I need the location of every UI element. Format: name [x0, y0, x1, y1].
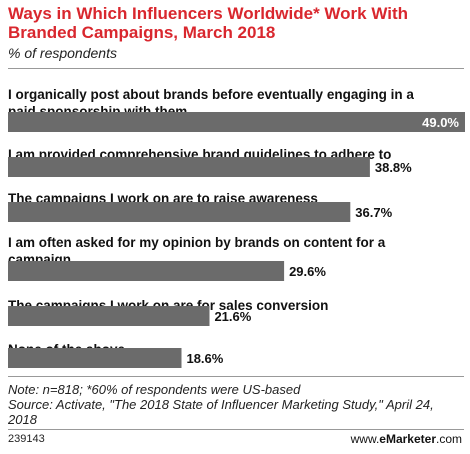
- chart-subtitle: % of respondents: [8, 45, 117, 61]
- bar-value-label: 36.7%: [355, 205, 392, 220]
- bar-value-label: 18.6%: [186, 351, 223, 366]
- bar: [8, 261, 285, 281]
- bar-value-label: 21.6%: [214, 309, 251, 324]
- top-divider: [8, 68, 464, 69]
- bar: [8, 306, 210, 326]
- category-label: I am often asked for my opinion by brand…: [8, 235, 386, 250]
- bar: [8, 157, 370, 177]
- bar-value-label: 38.8%: [375, 160, 412, 175]
- bar: [8, 202, 351, 222]
- bar: [8, 348, 182, 368]
- emarketer-logo: www.eMarketer.com: [350, 432, 462, 446]
- chart-footnote: Note: n=818; *60% of respondents were US…: [8, 382, 463, 427]
- bar: [8, 112, 465, 132]
- note-text: Note: n=818; *60% of respondents were US…: [8, 382, 301, 397]
- chart-title: Ways in Which Influencers Worldwide* Wor…: [8, 4, 409, 42]
- bar-value-label: 49.0%: [422, 115, 459, 130]
- bar-chart: I organically post about brands before e…: [8, 87, 465, 368]
- source-text: Source: Activate, "The 2018 State of Inf…: [8, 397, 434, 427]
- footer-divider: [8, 429, 464, 430]
- chart-id: 239143: [8, 433, 45, 445]
- bar-value-label: 29.6%: [289, 264, 326, 279]
- bottom-divider: [8, 376, 464, 377]
- category-label: I organically post about brands before e…: [8, 87, 414, 102]
